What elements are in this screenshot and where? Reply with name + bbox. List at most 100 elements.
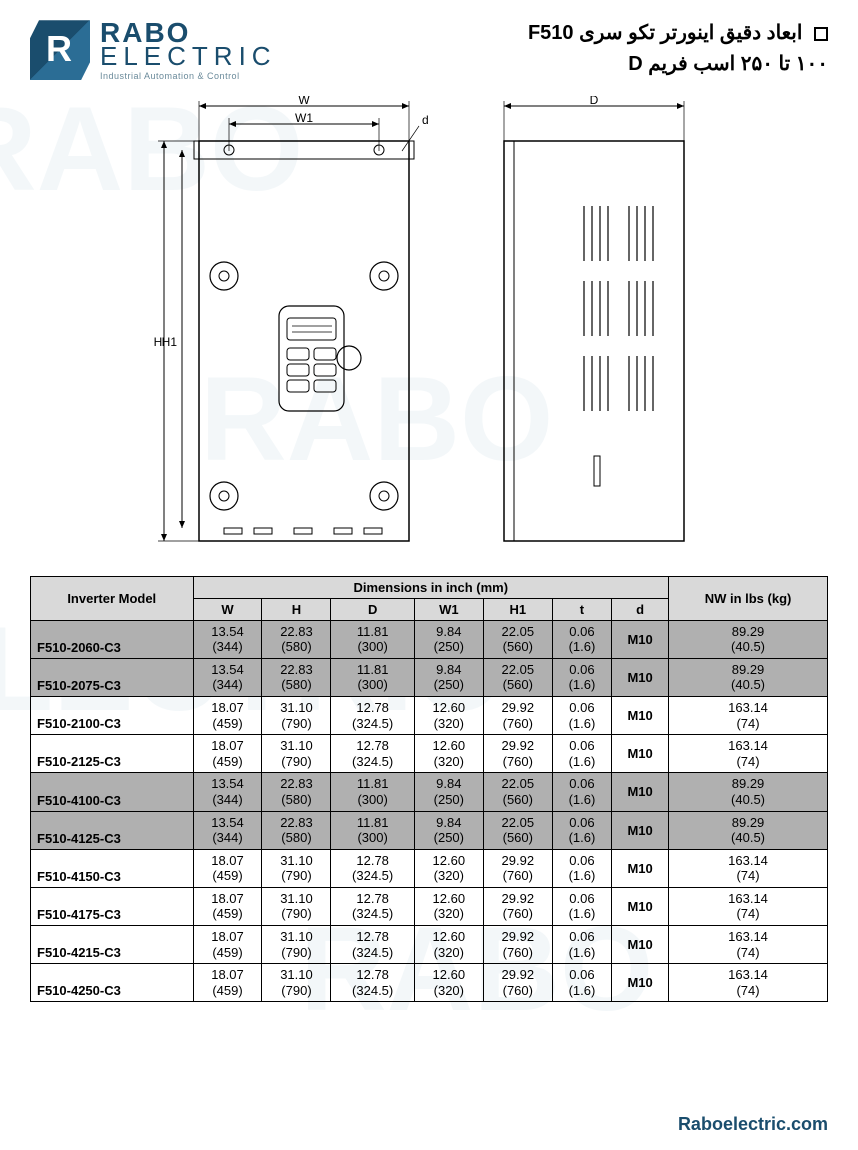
- label-W1: W1: [295, 111, 313, 125]
- cell-D: 11.81(300): [331, 658, 414, 696]
- header-nw: NW in lbs (kg): [669, 576, 828, 620]
- cell-nw: 89.29(40.5): [669, 658, 828, 696]
- cell-t: 0.06(1.6): [552, 887, 611, 925]
- cell-W1: 12.60(320): [414, 735, 483, 773]
- dimensions-table: Inverter Model Dimensions in inch (mm) N…: [30, 576, 828, 1003]
- title-line1-model: F510: [528, 22, 574, 44]
- diagram-area: W W1 d: [30, 96, 828, 556]
- header-model: Inverter Model: [31, 576, 194, 620]
- side-view-diagram: D: [474, 96, 714, 556]
- cell-nw: 163.14(74): [669, 926, 828, 964]
- cell-H1: 22.05(560): [483, 620, 552, 658]
- header-dims: Dimensions in inch (mm): [193, 576, 669, 598]
- cell-H1: 29.92(760): [483, 887, 552, 925]
- bullet-icon: [814, 27, 828, 41]
- cell-H: 22.83(580): [262, 773, 331, 811]
- logo-mark-icon: [30, 20, 90, 80]
- table-row: F510-4125-C313.54(344)22.83(580)11.81(30…: [31, 811, 828, 849]
- table-row: F510-2060-C313.54(344)22.83(580)11.81(30…: [31, 620, 828, 658]
- cell-D: 12.78(324.5): [331, 849, 414, 887]
- cell-D: 12.78(324.5): [331, 696, 414, 734]
- page-title: ابعاد دقیق اینورتر تکو سری F510 ۱۰۰ تا ۲…: [528, 20, 828, 76]
- cell-t: 0.06(1.6): [552, 849, 611, 887]
- logo: RABO ELECTRIC Industrial Automation & Co…: [30, 20, 277, 81]
- cell-nw: 163.14(74): [669, 964, 828, 1002]
- table-header-row: Inverter Model Dimensions in inch (mm) N…: [31, 576, 828, 598]
- cell-H: 31.10(790): [262, 964, 331, 1002]
- cell-model: F510-4100-C3: [31, 773, 194, 811]
- cell-H1: 22.05(560): [483, 773, 552, 811]
- header-col-D: D: [331, 598, 414, 620]
- cell-W1: 12.60(320): [414, 887, 483, 925]
- cell-H: 31.10(790): [262, 696, 331, 734]
- cell-t: 0.06(1.6): [552, 964, 611, 1002]
- cell-H1: 29.92(760): [483, 735, 552, 773]
- table-row: F510-4150-C318.07(459)31.10(790)12.78(32…: [31, 849, 828, 887]
- cell-W1: 12.60(320): [414, 926, 483, 964]
- cell-D: 12.78(324.5): [331, 926, 414, 964]
- cell-W: 18.07(459): [193, 887, 262, 925]
- cell-D: 12.78(324.5): [331, 735, 414, 773]
- cell-d: M10: [612, 811, 669, 849]
- cell-nw: 163.14(74): [669, 849, 828, 887]
- table-row: F510-4215-C318.07(459)31.10(790)12.78(32…: [31, 926, 828, 964]
- logo-tagline: Industrial Automation & Control: [100, 71, 277, 81]
- table-row: F510-4175-C318.07(459)31.10(790)12.78(32…: [31, 887, 828, 925]
- cell-t: 0.06(1.6): [552, 773, 611, 811]
- header-col-H: H: [262, 598, 331, 620]
- cell-W: 18.07(459): [193, 964, 262, 1002]
- table-body: F510-2060-C313.54(344)22.83(580)11.81(30…: [31, 620, 828, 1002]
- cell-nw: 89.29(40.5): [669, 620, 828, 658]
- cell-H: 22.83(580): [262, 658, 331, 696]
- cell-d: M10: [612, 620, 669, 658]
- table-row: F510-4250-C318.07(459)31.10(790)12.78(32…: [31, 964, 828, 1002]
- cell-model: F510-4125-C3: [31, 811, 194, 849]
- table-row: F510-2100-C318.07(459)31.10(790)12.78(32…: [31, 696, 828, 734]
- cell-model: F510-2075-C3: [31, 658, 194, 696]
- cell-H: 31.10(790): [262, 926, 331, 964]
- cell-W1: 9.84(250): [414, 620, 483, 658]
- header-col-t: t: [552, 598, 611, 620]
- table-row: F510-2125-C318.07(459)31.10(790)12.78(32…: [31, 735, 828, 773]
- cell-H: 31.10(790): [262, 735, 331, 773]
- cell-t: 0.06(1.6): [552, 658, 611, 696]
- cell-W: 18.07(459): [193, 849, 262, 887]
- cell-D: 11.81(300): [331, 811, 414, 849]
- cell-W: 13.54(344): [193, 811, 262, 849]
- cell-t: 0.06(1.6): [552, 696, 611, 734]
- table-row: F510-4100-C313.54(344)22.83(580)11.81(30…: [31, 773, 828, 811]
- cell-H: 22.83(580): [262, 620, 331, 658]
- header: RABO ELECTRIC Industrial Automation & Co…: [30, 20, 828, 81]
- side-view-svg: D: [474, 96, 714, 556]
- footer-url: Raboelectric.com: [678, 1114, 828, 1135]
- cell-nw: 89.29(40.5): [669, 811, 828, 849]
- cell-model: F510-2125-C3: [31, 735, 194, 773]
- logo-text: RABO ELECTRIC Industrial Automation & Co…: [100, 20, 277, 81]
- cell-H1: 29.92(760): [483, 964, 552, 1002]
- header-col-H1: H1: [483, 598, 552, 620]
- cell-W: 18.07(459): [193, 926, 262, 964]
- cell-H1: 22.05(560): [483, 811, 552, 849]
- cell-D: 11.81(300): [331, 620, 414, 658]
- cell-H: 22.83(580): [262, 811, 331, 849]
- cell-d: M10: [612, 849, 669, 887]
- cell-nw: 89.29(40.5): [669, 773, 828, 811]
- cell-W: 18.07(459): [193, 696, 262, 734]
- cell-W1: 12.60(320): [414, 964, 483, 1002]
- cell-W1: 12.60(320): [414, 696, 483, 734]
- cell-t: 0.06(1.6): [552, 735, 611, 773]
- title-line1-prefix: ابعاد دقیق اینورتر تکو سری: [579, 22, 802, 44]
- cell-H1: 22.05(560): [483, 658, 552, 696]
- front-view-diagram: W W1 d: [144, 96, 444, 556]
- cell-model: F510-4175-C3: [31, 887, 194, 925]
- cell-nw: 163.14(74): [669, 887, 828, 925]
- cell-H: 31.10(790): [262, 849, 331, 887]
- table-row: F510-2075-C313.54(344)22.83(580)11.81(30…: [31, 658, 828, 696]
- header-col-d: d: [612, 598, 669, 620]
- header-col-W1: W1: [414, 598, 483, 620]
- cell-model: F510-2060-C3: [31, 620, 194, 658]
- cell-W: 13.54(344): [193, 773, 262, 811]
- logo-sub: ELECTRIC: [100, 45, 277, 68]
- header-col-W: W: [193, 598, 262, 620]
- cell-model: F510-4215-C3: [31, 926, 194, 964]
